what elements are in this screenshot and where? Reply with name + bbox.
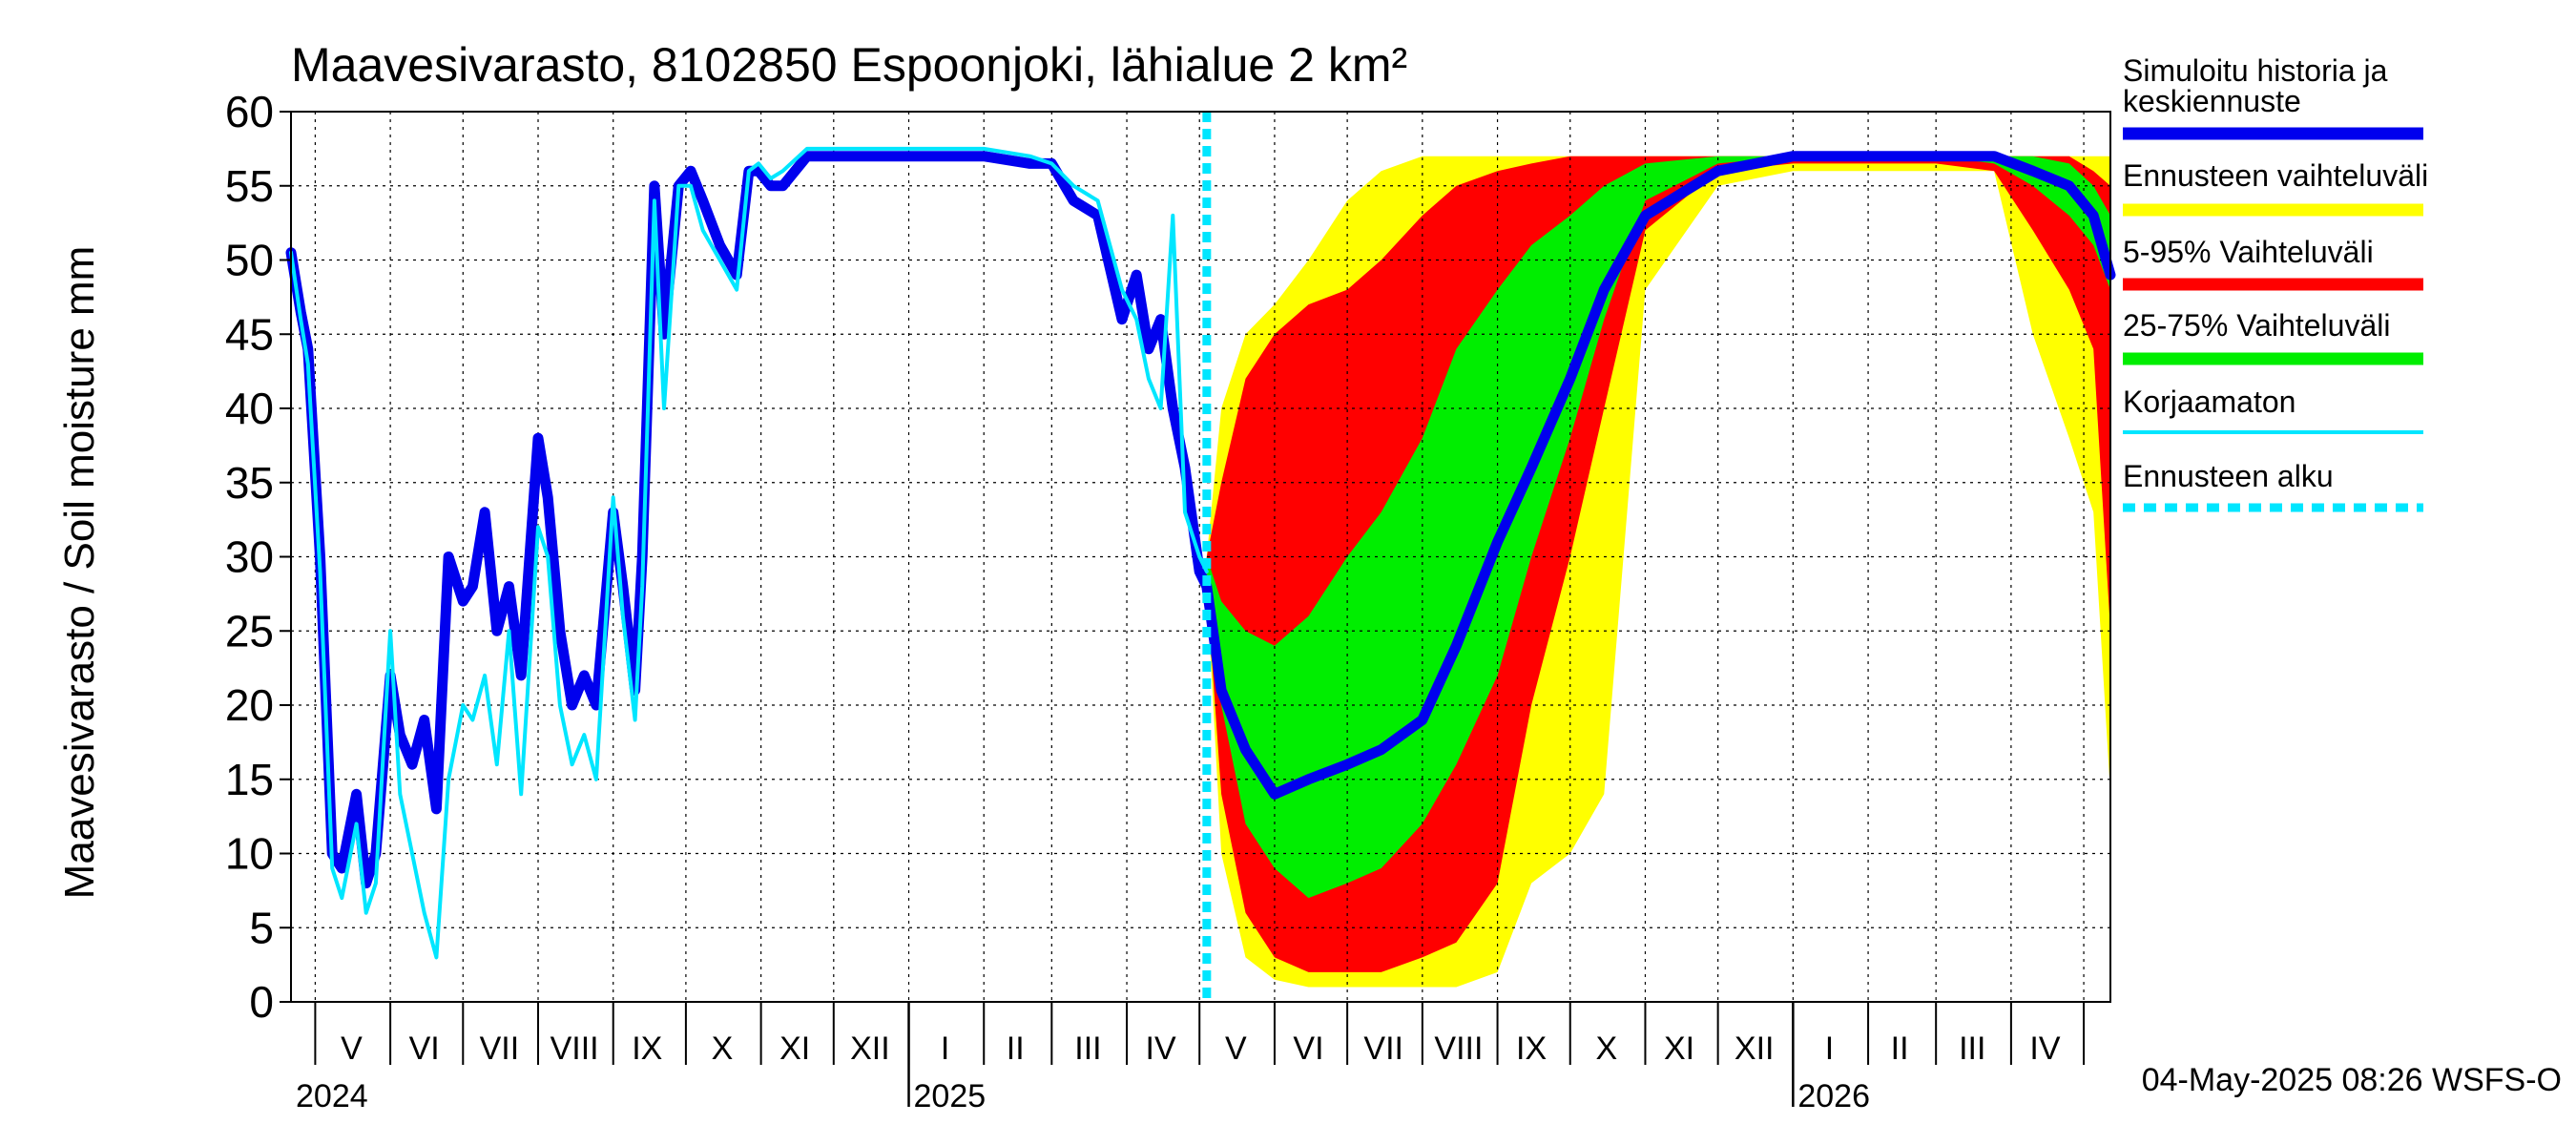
y-tick-label: 20 (225, 680, 274, 730)
y-axis-label: Maavesivarasto / Soil moisture mm (56, 246, 103, 900)
month-label: I (941, 1030, 949, 1067)
y-tick-label: 15 (225, 755, 274, 804)
month-label: VI (1293, 1030, 1323, 1067)
y-tick-label: 10 (225, 829, 274, 879)
legend-label: 25-75% Vaihteluväli (2123, 308, 2390, 343)
y-tick-label: 0 (249, 977, 274, 1027)
legend-label: Ennusteen vaihteluväli (2123, 158, 2428, 193)
legend-label: Simuloitu historia ja (2123, 53, 2388, 88)
y-tick-label: 40 (225, 384, 274, 433)
forecast-bands (1206, 156, 2110, 988)
month-label: XII (1735, 1030, 1775, 1067)
month-label: VIII (1434, 1030, 1483, 1067)
legend-label: 5-95% Vaihteluväli (2123, 235, 2374, 269)
chart-title: Maavesivarasto, 8102850 Espoonjoki, lähi… (291, 38, 1407, 92)
month-label: III (1074, 1030, 1101, 1067)
month-label: II (1891, 1030, 1909, 1067)
month-label: V (341, 1030, 363, 1067)
month-label: IV (2029, 1030, 2060, 1067)
year-label: 2024 (296, 1078, 368, 1114)
month-label: VIII (551, 1030, 599, 1067)
month-label: IX (1516, 1030, 1547, 1067)
legend-label: Ennusteen alku (2123, 459, 2334, 493)
y-tick-label: 60 (225, 87, 274, 136)
month-label: XI (1664, 1030, 1694, 1067)
legend-label-line2: keskiennuste (2123, 84, 2301, 118)
month-label: III (1959, 1030, 1985, 1067)
month-label: X (712, 1030, 734, 1067)
y-tick-label: 45 (225, 309, 274, 359)
y-tick-label: 35 (225, 458, 274, 508)
series-line-1 (285, 151, 2116, 889)
month-label: I (1825, 1030, 1834, 1067)
x-axis: V VI VII VIII IX X XI XII I II III IV V VI VII VIII IX X X… (296, 1002, 2086, 1114)
data-series (285, 146, 2116, 960)
month-label: VII (1363, 1030, 1403, 1067)
y-tick-label: 50 (225, 236, 274, 285)
series-line-2 (289, 146, 1209, 960)
legend-label: Korjaamaton (2123, 385, 2296, 419)
y-tick-label: 5 (249, 903, 274, 952)
month-label: X (1595, 1030, 1617, 1067)
y-tick-label: 55 (225, 161, 274, 211)
month-label: IV (1146, 1030, 1176, 1067)
timestamp: 04-May-2025 08:26 WSFS-O (2142, 1062, 2562, 1098)
month-label: II (1007, 1030, 1025, 1067)
y-tick-label: 30 (225, 532, 274, 582)
year-label: 2025 (914, 1078, 987, 1114)
month-label: VI (409, 1030, 440, 1067)
month-label: V (1225, 1030, 1247, 1067)
year-label: 2026 (1797, 1078, 1870, 1114)
month-label: XII (850, 1030, 890, 1067)
y-tick-label: 25 (225, 606, 274, 656)
band-3 (1206, 156, 2110, 899)
month-label: IX (632, 1030, 662, 1067)
y-axis-ticks: 0 5 10 15 20 25 30 35 40 45 50 55 60 (225, 87, 291, 1027)
month-label: XI (779, 1030, 810, 1067)
month-label: VII (480, 1030, 520, 1067)
